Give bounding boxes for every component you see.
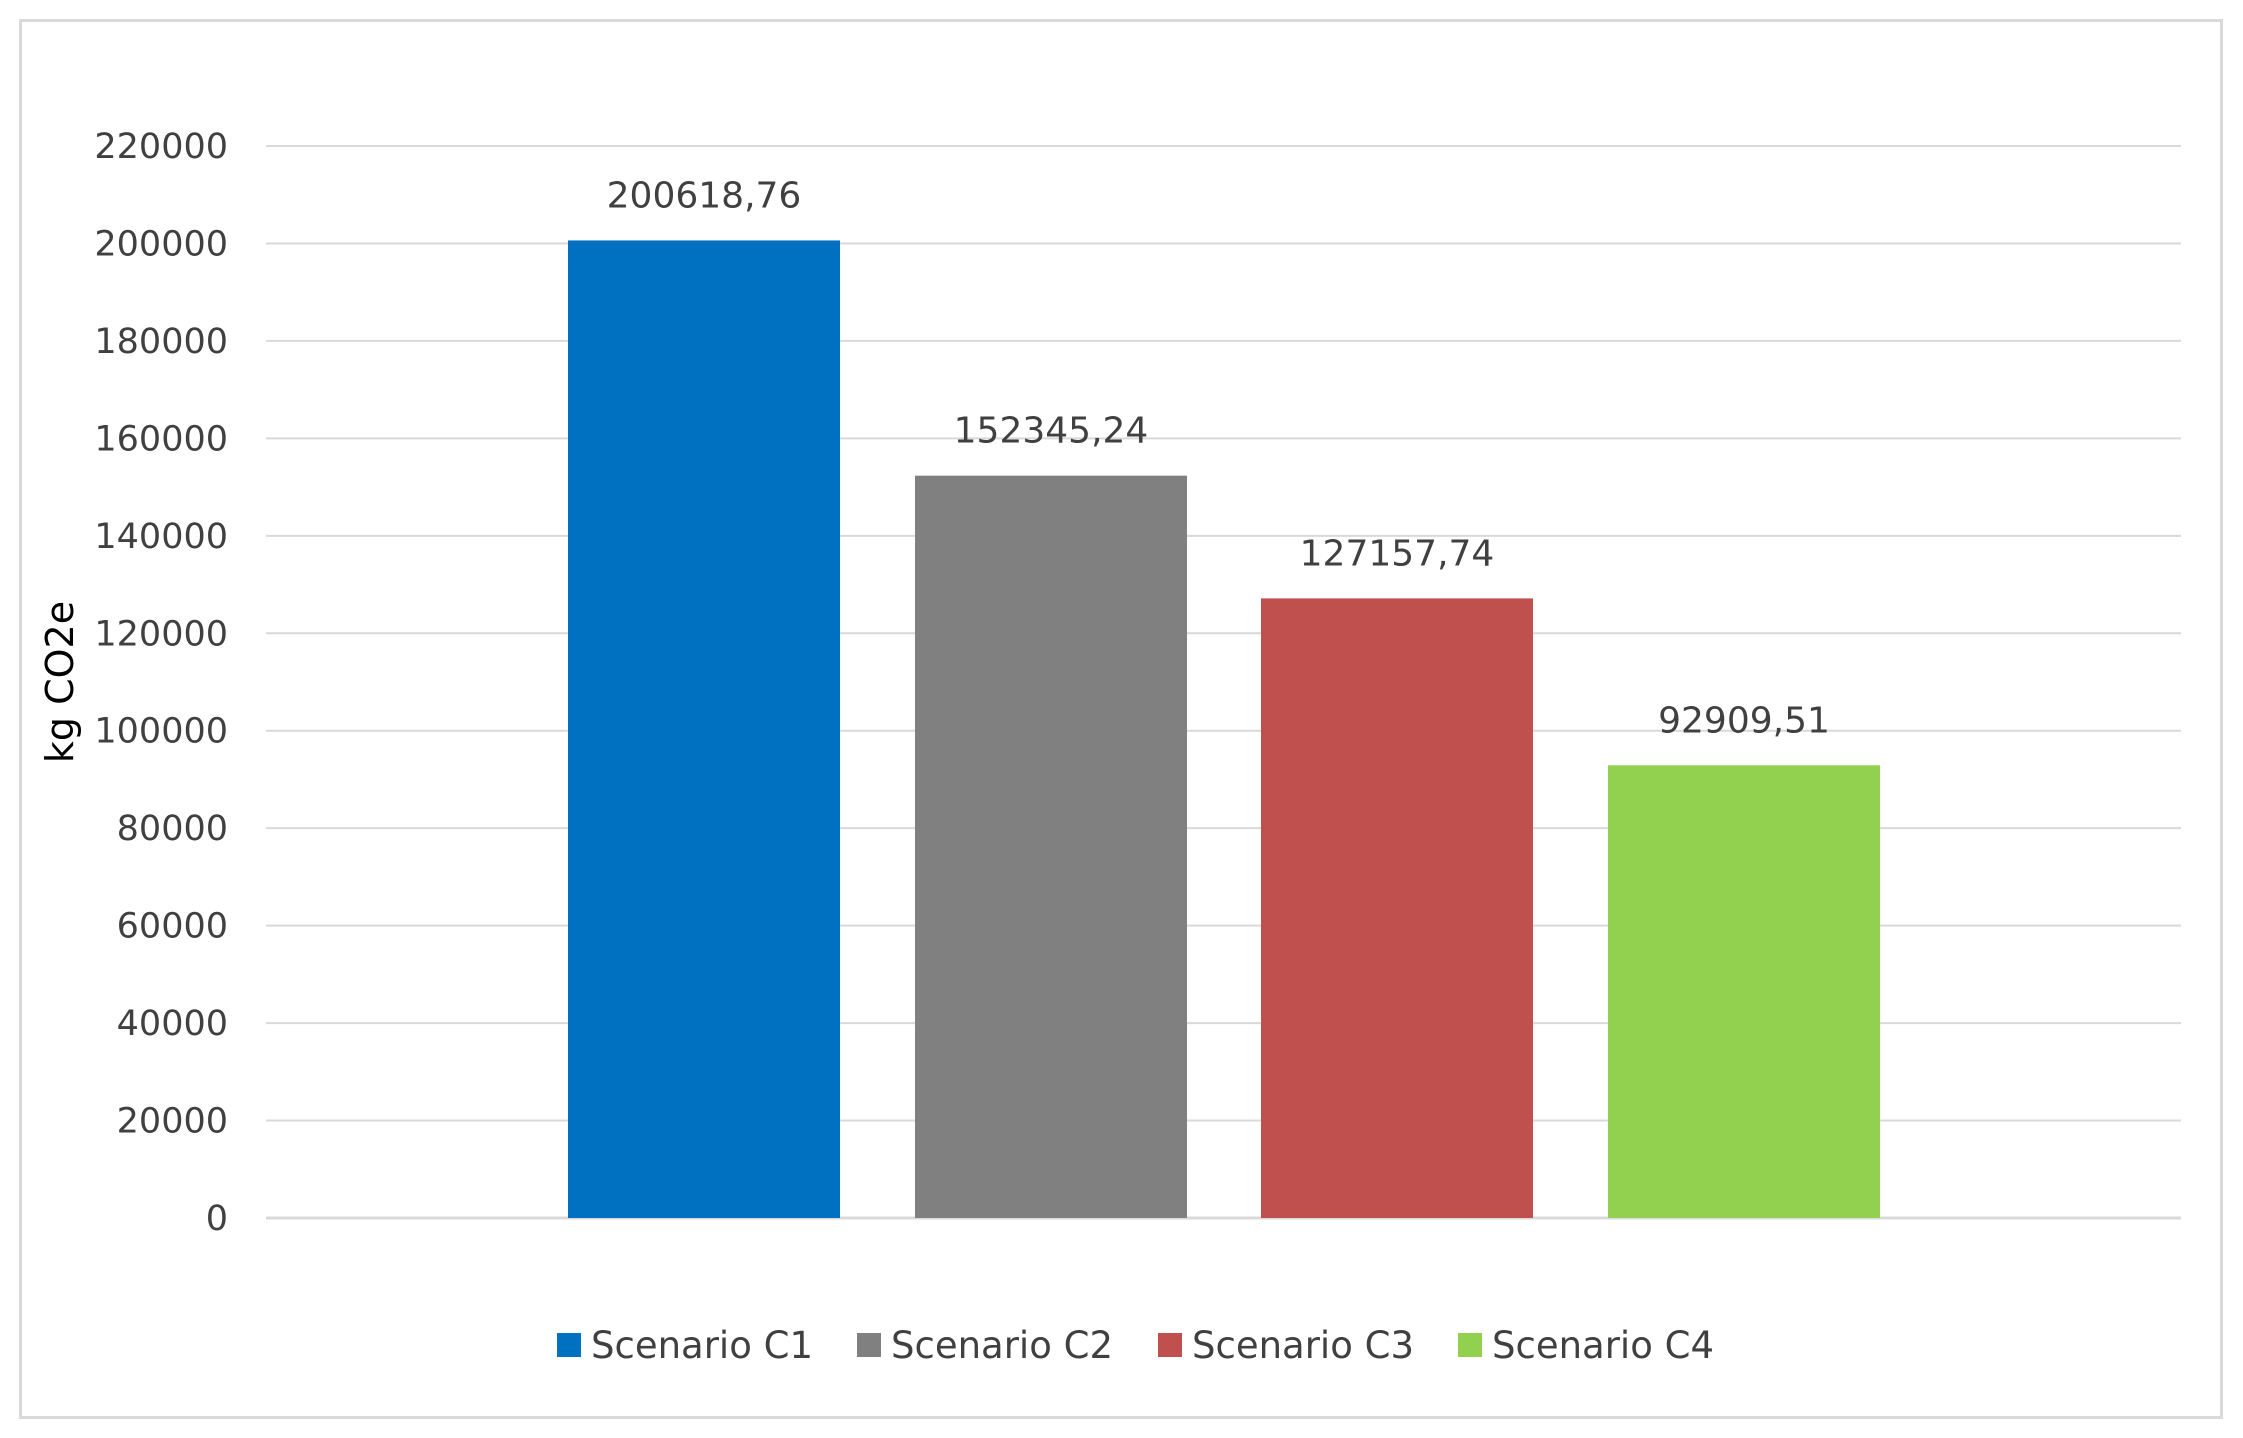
legend-item-scenario-c3: Scenario C3: [1158, 1324, 1414, 1367]
data-label: 200618,76: [607, 175, 802, 216]
legend-label: Scenario C3: [1192, 1324, 1414, 1367]
legend-item-scenario-c2: Scenario C2: [857, 1324, 1113, 1367]
bar-scenario-c1: [568, 240, 840, 1218]
legend-swatch: [557, 1333, 581, 1357]
legend-label: Scenario C2: [891, 1324, 1113, 1367]
legend-item-scenario-c1: Scenario C1: [557, 1324, 813, 1367]
y-tick-label: 120000: [94, 614, 228, 654]
legend: Scenario C1 Scenario C2 Scenario C3 Scenari…: [557, 1324, 1714, 1367]
legend-label: Scenario C4: [1492, 1324, 1714, 1367]
bar-scenario-c2: [915, 475, 1187, 1218]
y-tick-label: 20000: [117, 1102, 228, 1142]
y-tick-label: 80000: [117, 809, 228, 849]
legend-item-scenario-c4: Scenario C4: [1458, 1324, 1714, 1367]
y-tick-label: 200000: [94, 224, 228, 264]
bar-scenario-c4: [1608, 765, 1880, 1218]
data-label: 152345,24: [954, 411, 1149, 452]
bars: [568, 240, 1880, 1218]
y-axis-tick-labels: 0 20000 40000 60000 80000 100000 120000 140000 1…: [94, 127, 228, 1239]
data-label: 92909,51: [1658, 700, 1830, 741]
y-tick-label: 40000: [117, 1004, 228, 1044]
y-tick-label: 140000: [94, 517, 228, 557]
y-tick-label: 60000: [117, 907, 228, 947]
y-tick-label: 100000: [94, 712, 228, 752]
legend-label: Scenario C1: [591, 1324, 813, 1367]
bar-scenario-c3: [1261, 598, 1533, 1218]
legend-swatch: [1158, 1333, 1182, 1357]
y-tick-label: 180000: [94, 322, 228, 362]
legend-swatch: [1458, 1333, 1482, 1357]
chart-frame: 0 20000 40000 60000 80000 100000 120000 140000 1…: [19, 19, 2223, 1419]
bar-chart: 0 20000 40000 60000 80000 100000 120000 140000 1…: [38, 127, 2181, 1367]
y-tick-label: 0: [206, 1199, 228, 1239]
y-axis-title: kg CO2e: [38, 601, 82, 763]
data-label: 127157,74: [1300, 533, 1495, 574]
y-tick-label: 220000: [94, 127, 228, 167]
y-tick-label: 160000: [94, 419, 228, 459]
gridlines: [266, 145, 2181, 1220]
legend-swatch: [857, 1333, 881, 1357]
data-labels: 200618,76 152345,24 127157,74 92909,51: [607, 175, 1830, 741]
